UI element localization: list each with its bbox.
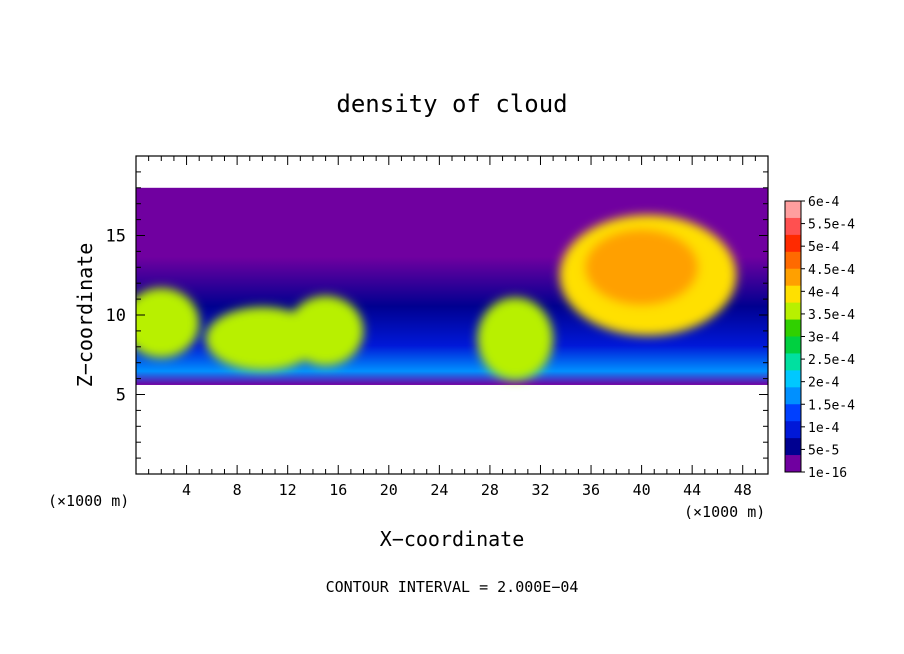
- x-axis: 4 8 12 16 20 24 28 32 36 40 44 48: [148, 156, 756, 499]
- y-axis-label: Z−coordinate: [73, 243, 97, 388]
- colorbar-label: 5e-4: [808, 240, 839, 255]
- contour-interval-note: CONTOUR INTERVAL = 2.000E−04: [326, 578, 579, 596]
- cloud-blob: [136, 287, 200, 358]
- colorbar-swatch: [785, 217, 801, 236]
- colorbar-label: 1e-16: [808, 466, 847, 481]
- colorbar-label: 5.5e-4: [808, 218, 855, 233]
- colorbar-swatch: [785, 268, 801, 287]
- x-tick-label: 24: [430, 481, 448, 499]
- colorbar-swatch: [785, 201, 801, 219]
- x-tick-label: 44: [683, 481, 701, 499]
- x-tick-label: 32: [531, 481, 549, 499]
- colorbar-label: 1e-4: [808, 421, 839, 436]
- x-tick-label: 40: [633, 481, 651, 499]
- colorbar-swatch: [785, 438, 801, 456]
- x-unit-right: (×1000 m): [684, 503, 765, 521]
- colorbar-swatch: [785, 234, 801, 253]
- y-tick-label: 10: [106, 306, 126, 326]
- plot-area: [136, 187, 768, 385]
- chart-title: density of cloud: [336, 90, 567, 118]
- colorbar-label: 4e-4: [808, 285, 839, 300]
- colorbar-swatch: [785, 387, 801, 405]
- colorbar-swatch: [785, 421, 801, 439]
- colorbar-label: 6e-4: [808, 195, 839, 210]
- colorbar-swatch: [785, 302, 801, 321]
- colorbar-swatch: [785, 319, 801, 337]
- x-tick-label: 8: [233, 481, 242, 499]
- colorbar-label: 3e-4: [808, 331, 839, 346]
- x-tick-label: 12: [279, 481, 297, 499]
- cloud-blob: [477, 297, 554, 381]
- colorbar-swatch: [785, 285, 801, 304]
- colorbar-swatch: [785, 353, 801, 371]
- x-tick-label: 36: [582, 481, 600, 499]
- x-axis-label: X−coordinate: [380, 527, 525, 551]
- colorbar-label: 2.5e-4: [808, 353, 855, 368]
- y-axis: 5 10 15: [106, 171, 768, 459]
- y-tick-label: 15: [106, 227, 126, 247]
- colorbar-swatch: [785, 251, 801, 270]
- colorbar-label: 1.5e-4: [808, 398, 855, 413]
- x-tick-label: 4: [182, 481, 191, 499]
- y-tick-label: 5: [116, 386, 126, 406]
- colorbar-swatch: [785, 370, 801, 388]
- colorbar-swatch: [785, 336, 801, 354]
- colorbar-label: 2e-4: [808, 376, 839, 391]
- colorbar-label: 5e-5: [808, 443, 839, 458]
- x-tick-label: 16: [329, 481, 347, 499]
- colorbar-label: 3.5e-4: [808, 308, 855, 323]
- colorbar-label: 4.5e-4: [808, 263, 855, 278]
- x-tick-label: 28: [481, 481, 499, 499]
- colorbar-swatch: [785, 404, 801, 422]
- x-tick-label: 48: [734, 481, 752, 499]
- cloud-blob: [287, 295, 364, 366]
- colorbar: 6e-4 5.5e-4 5e-4 4.5e-4 4e-4 3.5e-4 3e-4 2.5e-4…: [784, 195, 855, 481]
- colorbar-swatch: [785, 455, 801, 473]
- cloud-blob: [584, 229, 699, 306]
- x-tick-label: 20: [380, 481, 398, 499]
- x-unit-left: (×1000 m): [48, 492, 129, 510]
